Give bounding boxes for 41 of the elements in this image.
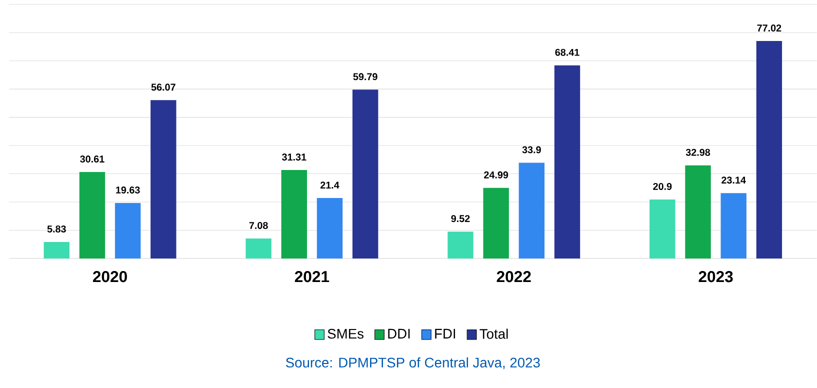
bar	[756, 41, 782, 258]
data-label: 32.98	[686, 148, 710, 156]
bar	[44, 242, 70, 258]
data-label: 5.83	[47, 226, 66, 233]
bar	[448, 232, 474, 258]
legend-label: SMEs	[328, 328, 364, 339]
data-label: 24.99	[484, 171, 508, 178]
bar	[554, 65, 580, 258]
x-tick-label: 2021	[294, 271, 330, 282]
data-label: 20.9	[653, 182, 672, 190]
bar	[281, 170, 307, 258]
data-label: 30.61	[80, 156, 104, 163]
bar	[720, 193, 746, 258]
data-label: 9.52	[451, 215, 470, 222]
data-label: 77.02	[757, 24, 782, 32]
bar	[352, 90, 378, 258]
data-label: 33.9	[522, 146, 541, 154]
data-label: 7.08	[249, 222, 268, 229]
bar	[114, 203, 141, 258]
legend-label: Total	[480, 328, 508, 339]
bar	[650, 199, 676, 258]
bar	[150, 100, 176, 258]
bar	[483, 188, 509, 258]
source-note: Source: DPMPTSP of Central Java, 2023	[286, 357, 540, 370]
x-tick-label: 2023	[698, 271, 733, 282]
bar	[246, 238, 272, 258]
data-label: 31.31	[282, 154, 306, 161]
legend-label: DDI	[388, 328, 410, 338]
data-label: 68.41	[555, 48, 580, 56]
data-label: 56.07	[151, 84, 176, 91]
bar	[316, 198, 343, 258]
data-label: 19.63	[116, 186, 140, 194]
x-tick-label: 2022	[496, 271, 531, 282]
legend-label: FDI	[435, 328, 456, 338]
data-label: 21.4	[320, 182, 340, 189]
bar	[79, 172, 106, 258]
data-label: 23.14	[722, 176, 746, 184]
x-tick-label: 2020	[92, 271, 127, 282]
bar	[518, 162, 545, 258]
data-label: 59.79	[353, 73, 378, 80]
bar	[685, 165, 711, 258]
